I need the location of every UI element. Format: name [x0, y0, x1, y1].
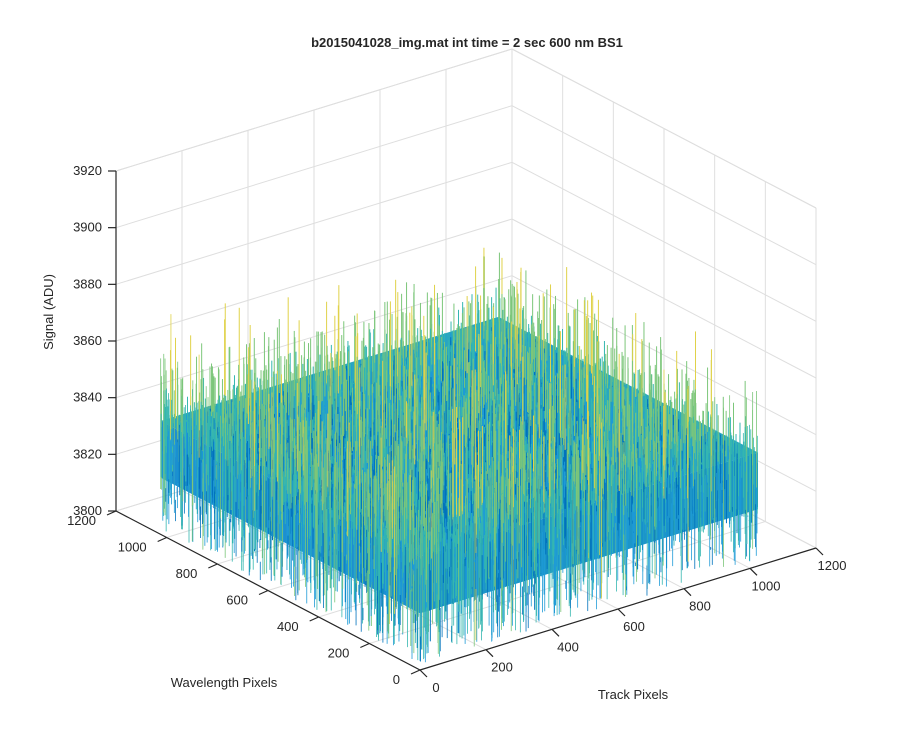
grid-line	[115, 275, 513, 399]
grid-line	[511, 105, 817, 266]
chart-title: b2015041028_img.mat int time = 2 sec 600…	[311, 35, 623, 50]
grid-line	[511, 218, 817, 379]
surface	[160, 247, 758, 663]
grid-line	[115, 105, 513, 229]
grid-line	[115, 218, 513, 342]
grid-line	[511, 275, 817, 436]
box-edge	[115, 48, 513, 172]
grid-line	[115, 161, 513, 285]
grid-line	[511, 161, 817, 322]
box-edge	[511, 48, 817, 209]
